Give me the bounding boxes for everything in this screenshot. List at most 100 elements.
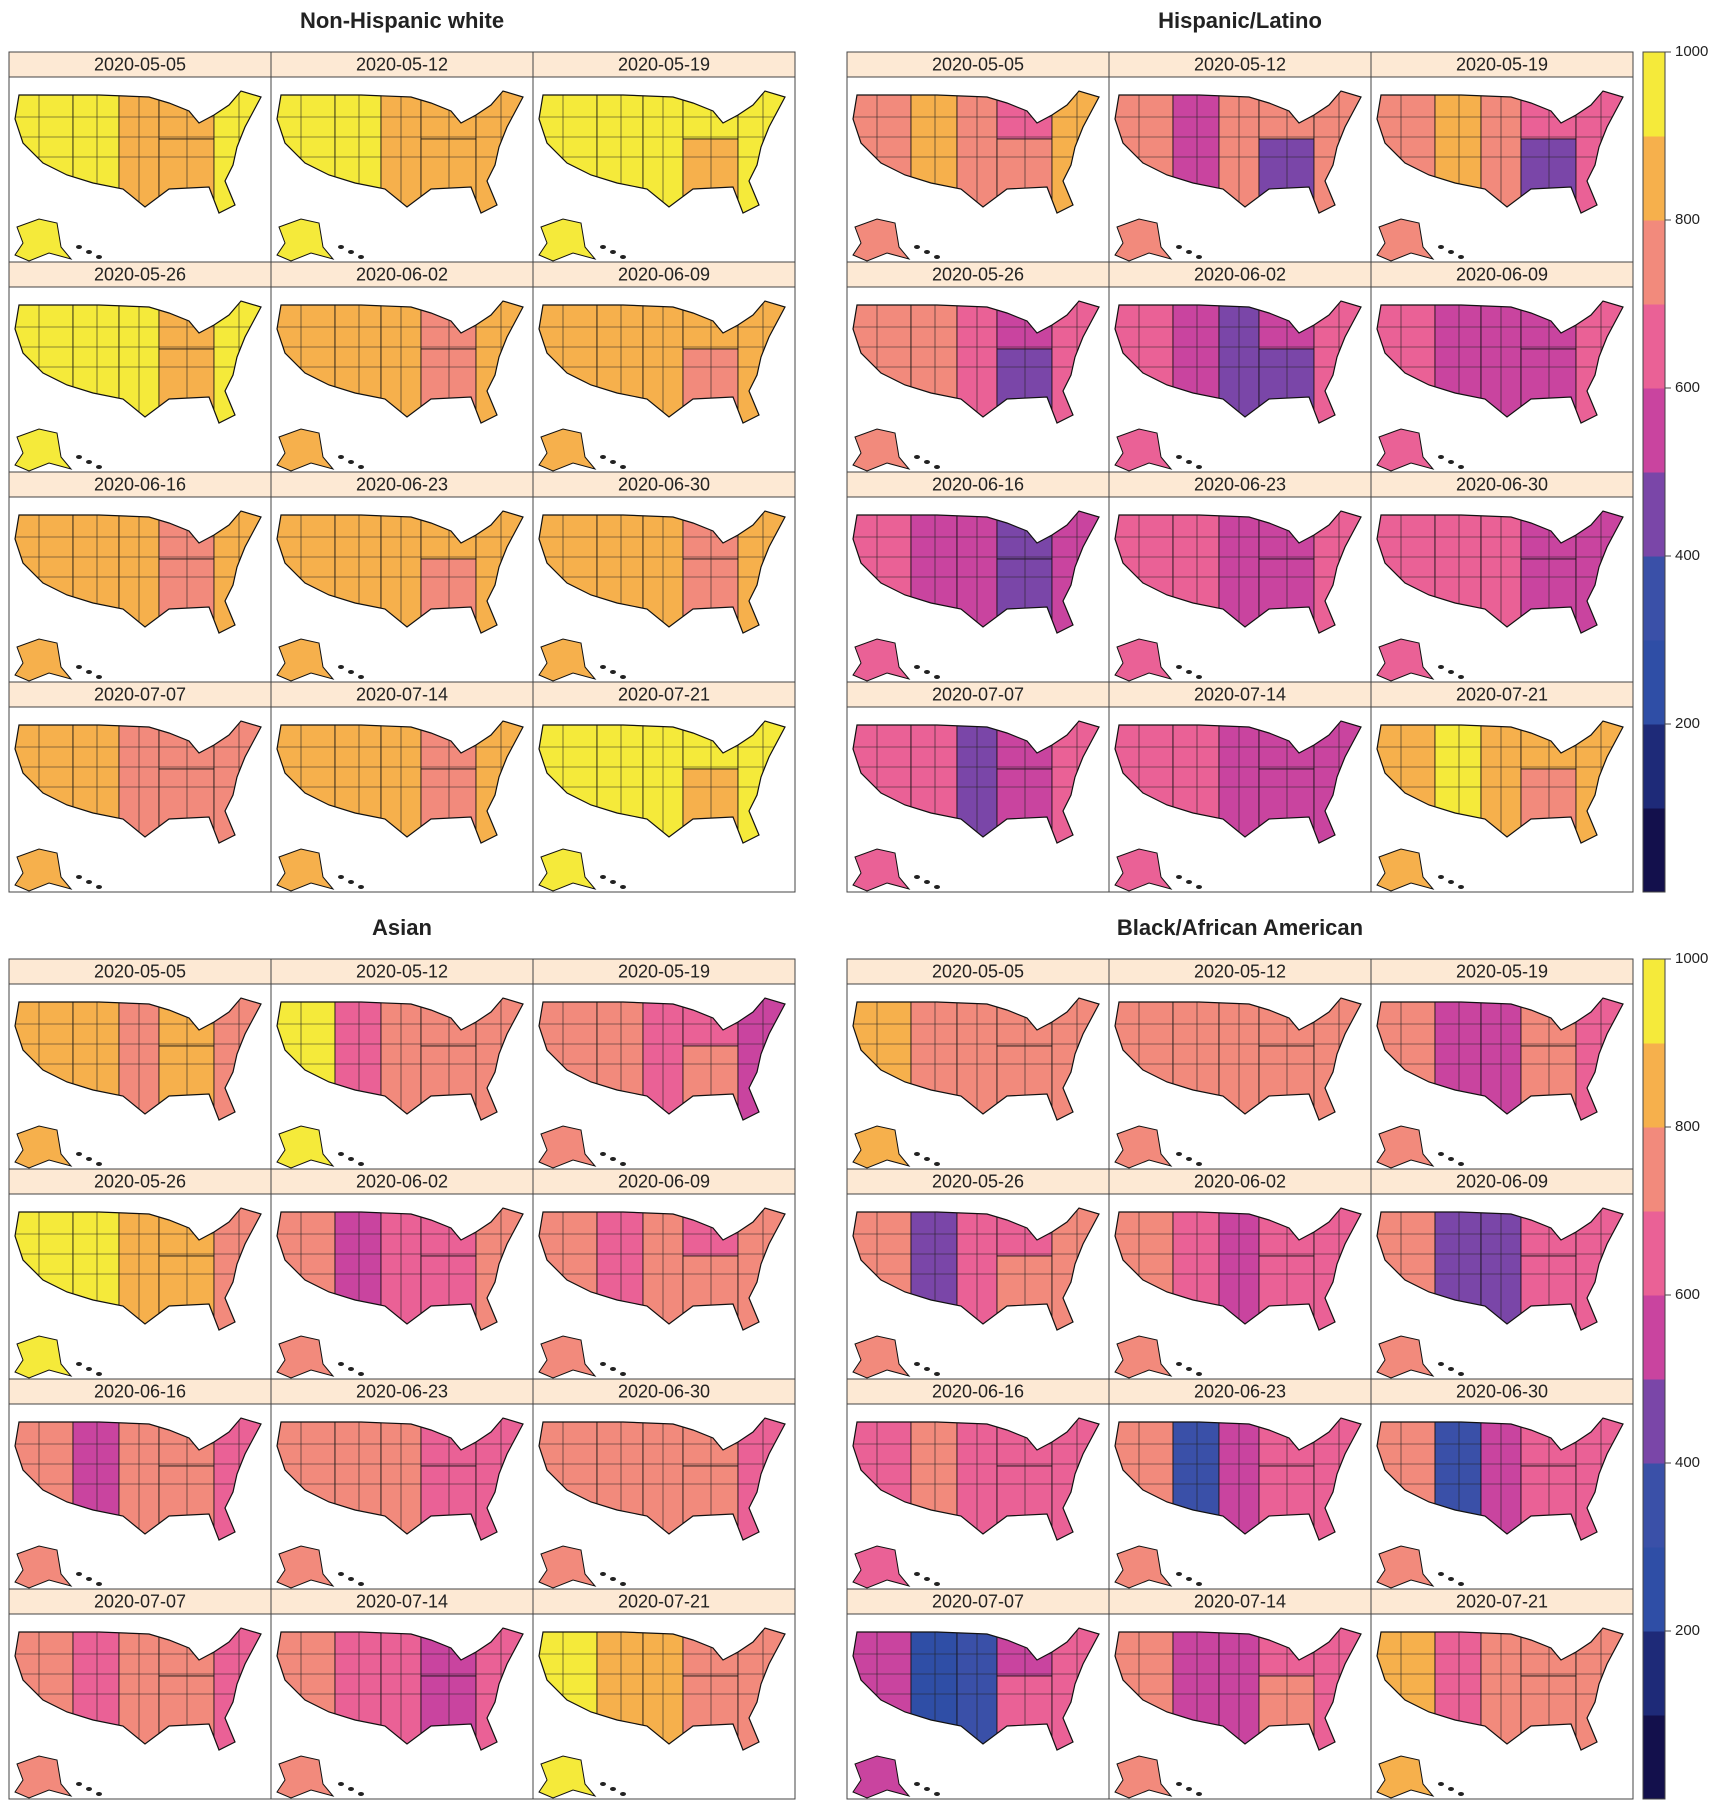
hawaii [358, 675, 364, 679]
panel-date: 2020-05-05 [94, 54, 186, 74]
region [420, 721, 477, 770]
panel-strip [1370, 1378, 1634, 1405]
alaska [852, 638, 911, 682]
us-outline [276, 997, 524, 1121]
region [158, 768, 215, 843]
panel-border [1370, 681, 1634, 893]
alaska [14, 1755, 73, 1799]
us-outline [276, 510, 524, 634]
colorbar-label: 600 [1675, 1286, 1700, 1303]
region [996, 998, 1053, 1047]
colorbar-label: 800 [1675, 211, 1700, 228]
region [1520, 1208, 1577, 1257]
hawaii [86, 1157, 92, 1161]
panel-map [1376, 510, 1624, 682]
panel-strip [532, 261, 796, 288]
panel-date: 2020-06-16 [932, 474, 1024, 494]
region [475, 998, 523, 1120]
hawaii [1438, 455, 1444, 459]
region [1051, 301, 1099, 423]
alaska [538, 1545, 597, 1589]
hawaii [96, 1162, 102, 1166]
alaska [14, 638, 73, 682]
colorbar-label: 200 [1675, 1622, 1700, 1639]
panel-border [532, 1588, 796, 1800]
panel-map [276, 1417, 524, 1589]
hawaii [76, 875, 82, 879]
region [158, 1208, 215, 1257]
hawaii [600, 245, 606, 249]
panel-map [14, 1417, 262, 1589]
alaska [1376, 1755, 1435, 1799]
us-outline [1376, 90, 1624, 214]
panel-date: 2020-05-12 [356, 961, 448, 981]
colorbar-band [1643, 959, 1665, 1044]
region [420, 1675, 477, 1750]
hawaii [338, 665, 344, 669]
panel-date: 2020-06-02 [1194, 1171, 1286, 1191]
panel-map [276, 1207, 524, 1379]
region [475, 1628, 523, 1750]
region [682, 1675, 739, 1750]
alaska [276, 1545, 335, 1589]
hawaii [1458, 465, 1464, 469]
us-outline [852, 1627, 1100, 1751]
panel-date: 2020-06-16 [94, 474, 186, 494]
panel-map [1114, 720, 1362, 892]
panel-map [852, 90, 1100, 262]
hawaii [620, 885, 626, 889]
hawaii [348, 1577, 354, 1581]
region [158, 511, 215, 560]
panel-date: 2020-05-26 [94, 264, 186, 284]
hawaii [1438, 1782, 1444, 1786]
colorbar-band [1643, 1715, 1665, 1800]
us-outline [538, 720, 786, 844]
panel-strip [1108, 1588, 1372, 1615]
panel-date: 2020-06-16 [932, 1381, 1024, 1401]
panel-map [1114, 1207, 1362, 1379]
region [1313, 1628, 1361, 1750]
region [1520, 348, 1577, 423]
panel-map [852, 300, 1100, 472]
hawaii [358, 885, 364, 889]
hawaii [1176, 665, 1182, 669]
region [1520, 511, 1577, 560]
hawaii [96, 255, 102, 259]
us-outline [276, 300, 524, 424]
hawaii [96, 1792, 102, 1796]
region [682, 1628, 739, 1677]
alaska [852, 428, 911, 472]
colorbar-band [1643, 1043, 1665, 1128]
panel-strip [846, 471, 1110, 498]
colorbar-label: 200 [1675, 715, 1700, 732]
panel-map [14, 300, 262, 472]
region [996, 511, 1053, 560]
hawaii [1186, 1787, 1192, 1791]
colorbar-border [1642, 51, 1666, 893]
us-outline [1114, 90, 1362, 214]
panel-map [1376, 1417, 1624, 1589]
colorbar-band [1643, 472, 1665, 557]
hawaii [914, 245, 920, 249]
hawaii [914, 1572, 920, 1576]
us-outline [852, 1417, 1100, 1541]
region [1313, 91, 1361, 213]
region [996, 1465, 1053, 1540]
region [1258, 1675, 1315, 1750]
us-outline [276, 1627, 524, 1751]
hawaii [338, 1572, 344, 1576]
region [1575, 998, 1623, 1120]
region [420, 1045, 477, 1120]
panel-map [1114, 510, 1362, 682]
panel-map [276, 997, 524, 1169]
hawaii [358, 1372, 364, 1376]
hawaii [348, 1157, 354, 1161]
hawaii [934, 255, 940, 259]
hawaii [934, 1792, 940, 1796]
panel-map [1376, 1627, 1624, 1799]
region [996, 1255, 1053, 1330]
region [1575, 1208, 1623, 1330]
panel-strip [846, 51, 1110, 78]
block-title: Black/African American [1117, 915, 1363, 940]
